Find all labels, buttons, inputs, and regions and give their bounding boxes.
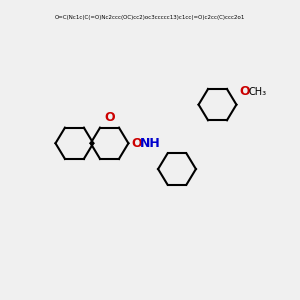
Text: O: O	[104, 111, 115, 124]
Text: NH: NH	[140, 137, 160, 150]
Title: O=C(Nc1c(C(=O)Nc2ccc(OC)cc2)oc3ccccc13)c1cc(=O)c2cc(C)ccc2o1: O=C(Nc1c(C(=O)Nc2ccc(OC)cc2)oc3ccccc13)c…	[55, 15, 245, 20]
Text: O: O	[239, 85, 250, 98]
Text: O: O	[131, 137, 142, 150]
Text: CH₃: CH₃	[249, 87, 267, 97]
